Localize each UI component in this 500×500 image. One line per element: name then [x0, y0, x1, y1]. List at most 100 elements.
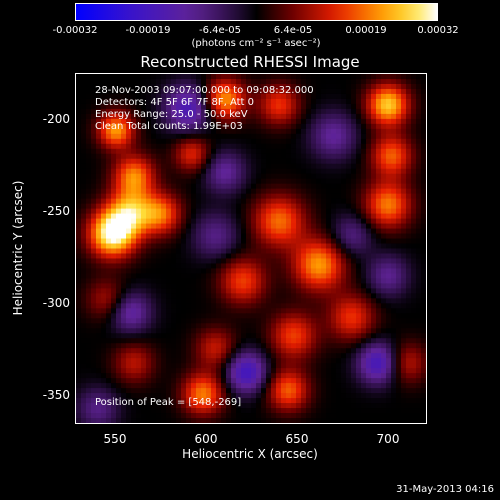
heatmap-cell [181, 308, 187, 314]
heatmap-cell [356, 203, 362, 210]
heatmap-cell [411, 283, 417, 289]
heatmap-cell [81, 408, 87, 414]
heatmap-cell [236, 93, 242, 100]
heatmap-cell [116, 418, 122, 423]
heatmap-cell [406, 183, 412, 190]
heatmap-cell [181, 268, 187, 275]
heatmap-cell [171, 268, 177, 275]
heatmap-cell [116, 113, 122, 120]
x-tick-label: 650 [285, 432, 309, 446]
heatmap-cell [236, 318, 242, 324]
heatmap-cell [296, 308, 302, 314]
heatmap-cell [101, 108, 107, 115]
heatmap-cell [151, 118, 157, 125]
heatmap-cell [141, 108, 147, 115]
heatmap-cell [326, 303, 332, 309]
heatmap-cell [401, 363, 407, 369]
heatmap-cell [206, 418, 212, 423]
heatmap-cell [101, 393, 107, 399]
heatmap-cell [206, 193, 212, 200]
heatmap-cell [331, 228, 337, 235]
heatmap-cell [396, 313, 402, 319]
heatmap-cell [271, 383, 277, 389]
heatmap-cell [281, 343, 287, 349]
heatmap-cell [211, 243, 217, 250]
heatmap-cell [161, 138, 167, 145]
heatmap-cell [146, 108, 152, 115]
heatmap-cell [311, 233, 317, 240]
heatmap-cell [421, 293, 426, 299]
heatmap-cell [391, 273, 397, 280]
heatmap-cell [231, 393, 237, 399]
heatmap-cell [366, 153, 372, 160]
heatmap-cell [401, 353, 407, 359]
heatmap-cell [351, 228, 357, 235]
heatmap-cell [101, 198, 107, 205]
heatmap-cell [86, 308, 92, 314]
heatmap-cell [156, 393, 162, 399]
heatmap-cell [361, 343, 367, 349]
heatmap-cell [236, 148, 242, 155]
heatmap-cell [281, 238, 287, 245]
heatmap-cell [376, 223, 382, 230]
heatmap-cell [116, 243, 122, 250]
heatmap-cell [176, 333, 182, 339]
heatmap-cell [91, 163, 97, 170]
heatmap-cell [411, 133, 417, 140]
heatmap-cell [386, 138, 392, 145]
heatmap-cell [116, 108, 122, 115]
heatmap-cell [361, 383, 367, 389]
heatmap-cell [156, 273, 162, 280]
heatmap-cell [146, 383, 152, 389]
heatmap-cell [356, 298, 362, 304]
heatmap-cell [266, 328, 272, 334]
heatmap-cell [81, 313, 87, 319]
heatmap-cell [101, 188, 107, 195]
heatmap-cell [276, 223, 282, 230]
heatmap-cell [346, 303, 352, 309]
heatmap-cell [126, 128, 132, 135]
heatmap-cell [346, 173, 352, 180]
heatmap-cell [246, 233, 252, 240]
heatmap-cell [216, 93, 222, 100]
heatmap-cell [411, 353, 417, 359]
heatmap-cell [176, 238, 182, 245]
heatmap-cell [146, 98, 152, 105]
heatmap-cell [331, 158, 337, 165]
colorbar-tick-label: 0.00019 [345, 25, 387, 36]
heatmap-cell [296, 173, 302, 180]
heatmap-cell [331, 123, 337, 130]
heatmap-cell [316, 263, 322, 270]
heatmap-cell [221, 133, 227, 140]
heatmap-cell [306, 278, 312, 284]
heatmap-cell [391, 353, 397, 359]
heatmap-cell [311, 228, 317, 235]
heatmap-cell [296, 208, 302, 215]
heatmap-cell [201, 188, 207, 195]
heatmap-cell [141, 178, 147, 185]
heatmap-cell [276, 323, 282, 329]
heatmap-cell [141, 378, 147, 384]
heatmap-cell [266, 268, 272, 275]
heatmap-cell [281, 123, 287, 130]
heatmap-cell [111, 188, 117, 195]
heatmap-cell [206, 353, 212, 359]
heatmap-cell [76, 303, 82, 309]
heatmap-cell [176, 208, 182, 215]
heatmap-cell [111, 388, 117, 394]
heatmap-cell [421, 218, 426, 225]
heatmap-cell [321, 93, 327, 100]
heatmap-cell [186, 278, 192, 284]
heatmap-cell [351, 278, 357, 284]
heatmap-cell [231, 188, 237, 195]
heatmap-cell [396, 213, 402, 220]
heatmap-cell [421, 158, 426, 165]
heatmap-cell [251, 248, 257, 255]
heatmap-cell [266, 163, 272, 170]
heatmap-cell [91, 418, 97, 423]
heatmap-cell [241, 348, 247, 354]
heatmap-cell [421, 383, 426, 389]
heatmap-cell [301, 318, 307, 324]
heatmap-cell [306, 348, 312, 354]
heatmap-cell [196, 163, 202, 170]
